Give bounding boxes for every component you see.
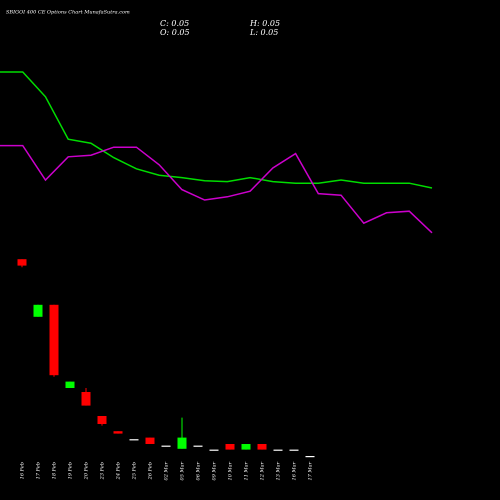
line-series: [0, 144, 433, 234]
x-tick-label: 05 Mar: [180, 461, 186, 480]
header-close: C: 0.05: [160, 19, 189, 28]
x-tick-label: 10 Mar: [228, 461, 234, 480]
candle-body: [161, 445, 171, 447]
candle-body: [193, 445, 203, 447]
candle-body: [65, 381, 75, 388]
candle-body: [49, 304, 59, 376]
candle-body: [97, 416, 107, 424]
header-high: H: 0.05: [249, 19, 280, 28]
x-tick-label: 16 Feb: [20, 462, 26, 479]
candle-body: [177, 437, 187, 449]
candle-body: [113, 431, 123, 434]
header-open: O: 0.05: [160, 28, 190, 37]
x-tick-label: 19 Feb: [68, 462, 74, 479]
candle-body: [33, 304, 43, 317]
x-tick-label: 02 Mar: [164, 461, 170, 480]
x-tick-label: 20 Feb: [84, 462, 90, 480]
candle-body: [17, 259, 27, 266]
candle-body: [273, 449, 283, 451]
header-low: L: 0.05: [249, 28, 278, 37]
candle-body: [241, 444, 251, 450]
x-tick-label: 09 Mar: [212, 461, 218, 480]
x-tick-label: 25 Feb: [132, 462, 138, 480]
x-tick-label: 11 Mar: [244, 461, 250, 480]
candle-body: [209, 449, 219, 451]
x-tick-label: 12 Mar: [260, 461, 266, 480]
candle-body: [289, 449, 299, 451]
candle-body: [225, 444, 235, 450]
candle-body: [145, 437, 155, 444]
x-tick-label: 17 Feb: [36, 462, 42, 479]
candle-body: [129, 439, 139, 441]
x-tick-label: 16 Mar: [292, 461, 298, 480]
candle-body: [81, 392, 91, 406]
x-tick-label: 24 Feb: [116, 462, 122, 480]
candle-body: [257, 444, 267, 450]
x-tick-label: 17 Mar: [308, 461, 314, 480]
candle-body: [305, 456, 315, 458]
line-series: [0, 71, 433, 189]
x-tick-label: 23 Feb: [100, 462, 106, 480]
chart-title: SBIGOI 400 CE Options Chart MunafaSutra.…: [6, 10, 130, 16]
x-tick-label: 13 Mar: [276, 461, 282, 480]
x-tick-label: 06 Mar: [196, 461, 202, 480]
x-tick-label: 18 Feb: [52, 462, 58, 479]
x-tick-label: 26 Feb: [148, 462, 154, 480]
